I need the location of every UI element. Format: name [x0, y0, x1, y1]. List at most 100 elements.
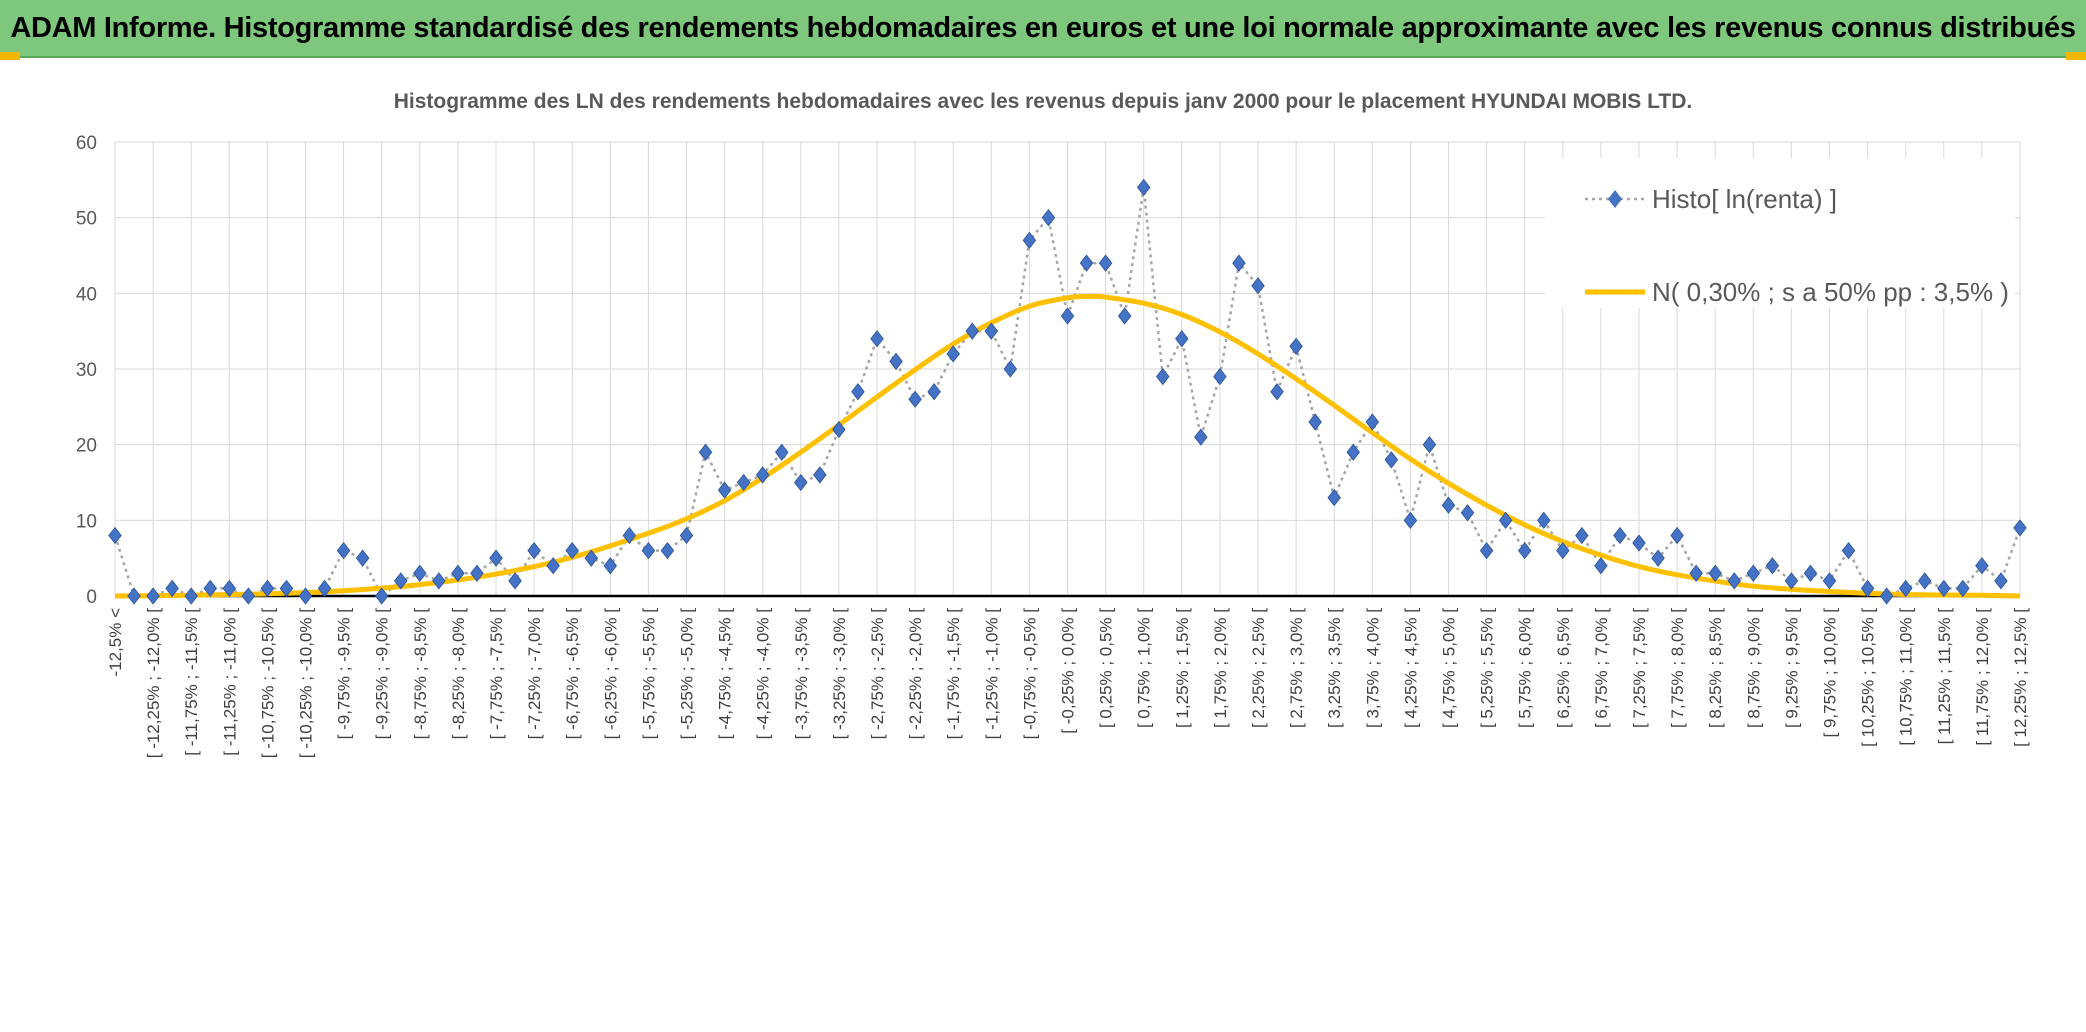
- histogram-point: [660, 541, 675, 560]
- x-tick-label: [ 0,25% ; 0,5% [: [1097, 608, 1116, 728]
- histogram-point: [1727, 572, 1741, 590]
- histogram-point: [1765, 557, 1780, 575]
- histogram-point: [1803, 564, 1818, 582]
- histogram-point: [1194, 428, 1208, 446]
- histogram-point: [1898, 579, 1913, 598]
- x-tick-label: [ -6,75% ; -6,5% [: [563, 608, 582, 740]
- x-tick-label: [ 1,25% ; 1,5% [: [1173, 608, 1192, 728]
- histogram-point: [698, 443, 713, 461]
- histogram-point: [432, 572, 446, 590]
- histogram-point: [1403, 511, 1418, 529]
- legend-histo-label: Histo[ ln(renta) ]: [1652, 184, 1837, 214]
- histogram-point: [584, 549, 598, 567]
- histogram-point: [2013, 519, 2027, 537]
- histogram-point: [127, 587, 141, 605]
- histogram-point: [889, 352, 903, 371]
- report-title: ADAM Informe. Histogramme standardisé de…: [10, 11, 2076, 44]
- x-tick-label: [ 9,25% ; 9,5% [: [1782, 608, 1801, 728]
- x-tick-label: [ 9,75% ; 10,0% [: [1821, 608, 1840, 738]
- x-tick-label: [ -11,75% ; -11,5% [: [182, 608, 201, 756]
- histogram-point: [565, 541, 579, 560]
- x-tick-label: [ 0,75% ; 1,0% [: [1135, 608, 1154, 728]
- histogram-point: [927, 383, 941, 401]
- x-tick-label: [ 5,75% ; 6,0% [: [1516, 608, 1535, 728]
- histogram-point: [1003, 360, 1018, 378]
- histogram-point: [1441, 496, 1456, 514]
- x-tick-label: [ -8,25% ; -8,0% [: [449, 608, 468, 740]
- x-tick-label: [ 7,25% ; 7,5% [: [1630, 608, 1649, 728]
- histogram-point: [1346, 443, 1360, 461]
- histogram-point: [1937, 579, 1951, 598]
- y-tick-label: 30: [76, 360, 97, 381]
- histogram-point: [260, 579, 275, 598]
- histogram-point: [1708, 564, 1722, 582]
- histogram-point: [1822, 572, 1837, 590]
- chart-series: [108, 178, 2027, 605]
- histogram-point: [527, 541, 541, 560]
- histogram-point: [736, 473, 751, 492]
- histogram-point: [146, 587, 160, 605]
- histogram-point: [1879, 587, 1894, 605]
- histogram-point: [1079, 254, 1094, 272]
- histogram-point: [1156, 367, 1170, 386]
- legend-box: [1545, 158, 2015, 308]
- histogram-point: [1060, 307, 1075, 325]
- x-tick-label: [ 6,75% ; 7,0% [: [1592, 608, 1611, 728]
- histogram-point: [108, 526, 122, 545]
- histogram-point: [755, 466, 770, 484]
- histogram-point: [355, 549, 370, 567]
- x-tick-label: [ -2,25% ; -2,0% [: [906, 608, 925, 740]
- histogram-chart: Histogramme des LN des rendements hebdom…: [76, 90, 2030, 758]
- histogram-point: [1556, 541, 1570, 560]
- histogram-point: [1041, 209, 1056, 227]
- histogram-point: [1613, 526, 1627, 545]
- histogram-point: [1117, 307, 1132, 325]
- histogram-point: [813, 466, 827, 484]
- histogram-point: [413, 564, 427, 582]
- x-tick-label: [ 1,75% ; 2,0% [: [1211, 608, 1230, 728]
- x-tick-label: [ 4,75% ; 5,0% [: [1440, 608, 1459, 728]
- x-tick-label: [ -1,25% ; -1,0% [: [982, 608, 1001, 740]
- histogram-point: [222, 579, 237, 598]
- histogram-point: [794, 473, 808, 492]
- report-banner: ADAM Informe. Histogramme standardisé de…: [0, 0, 2086, 58]
- histogram-point: [1517, 541, 1532, 560]
- x-tick-label: [ -4,75% ; -4,5% [: [716, 608, 735, 740]
- histogram-point: [1289, 337, 1303, 355]
- x-tick-label: [ -0,25% ; 0,0% [: [1059, 608, 1078, 734]
- corner-accent-left: [0, 52, 20, 60]
- histogram-point: [1975, 557, 1989, 575]
- x-tick-label: [ -2,75% ; -2,5% [: [868, 608, 887, 740]
- histogram-point: [1365, 413, 1380, 431]
- histogram-point: [1746, 564, 1761, 582]
- histogram-point: [374, 587, 389, 605]
- histogram-point: [1841, 541, 1856, 560]
- x-tick-label: -12,5% <: [106, 608, 125, 677]
- x-tick-label: [ 10,75% ; 11,0% [: [1897, 608, 1916, 746]
- histogram-point: [1270, 383, 1284, 401]
- histogram-point: [1308, 413, 1322, 431]
- histogram-point: [946, 345, 960, 363]
- histogram-point: [965, 322, 979, 340]
- x-tick-label: [ -7,75% ; -7,5% [: [487, 608, 506, 740]
- y-tick-label: 20: [76, 436, 97, 457]
- histogram-point: [1460, 504, 1475, 522]
- histogram-point: [1594, 557, 1608, 575]
- normal-curve: [114, 293, 2021, 599]
- x-tick-label: [ -0,75% ; -0,5% [: [1020, 608, 1039, 740]
- histogram-point: [984, 322, 999, 340]
- x-tick-label: [ -3,75% ; -3,5% [: [792, 608, 811, 740]
- x-tick-label: [ 3,75% ; 4,0% [: [1363, 608, 1382, 728]
- y-tick-label: 40: [76, 284, 97, 305]
- histogram-point: [1175, 330, 1189, 348]
- legend-normal-label: N( 0,30% ; s a 50% pp : 3,5% ): [1652, 277, 2009, 307]
- histogram-point: [775, 443, 789, 461]
- histogram-point: [622, 526, 637, 545]
- histogram-point: [1251, 277, 1265, 295]
- histogram-point: [1327, 488, 1341, 507]
- x-tick-label: [ -8,75% ; -8,5% [: [411, 608, 430, 740]
- x-tick-label: [ 4,25% ; 4,5% [: [1401, 608, 1420, 728]
- histogram-point: [1232, 254, 1246, 272]
- histogram-point: [1651, 549, 1665, 567]
- histogram-point: [298, 587, 313, 605]
